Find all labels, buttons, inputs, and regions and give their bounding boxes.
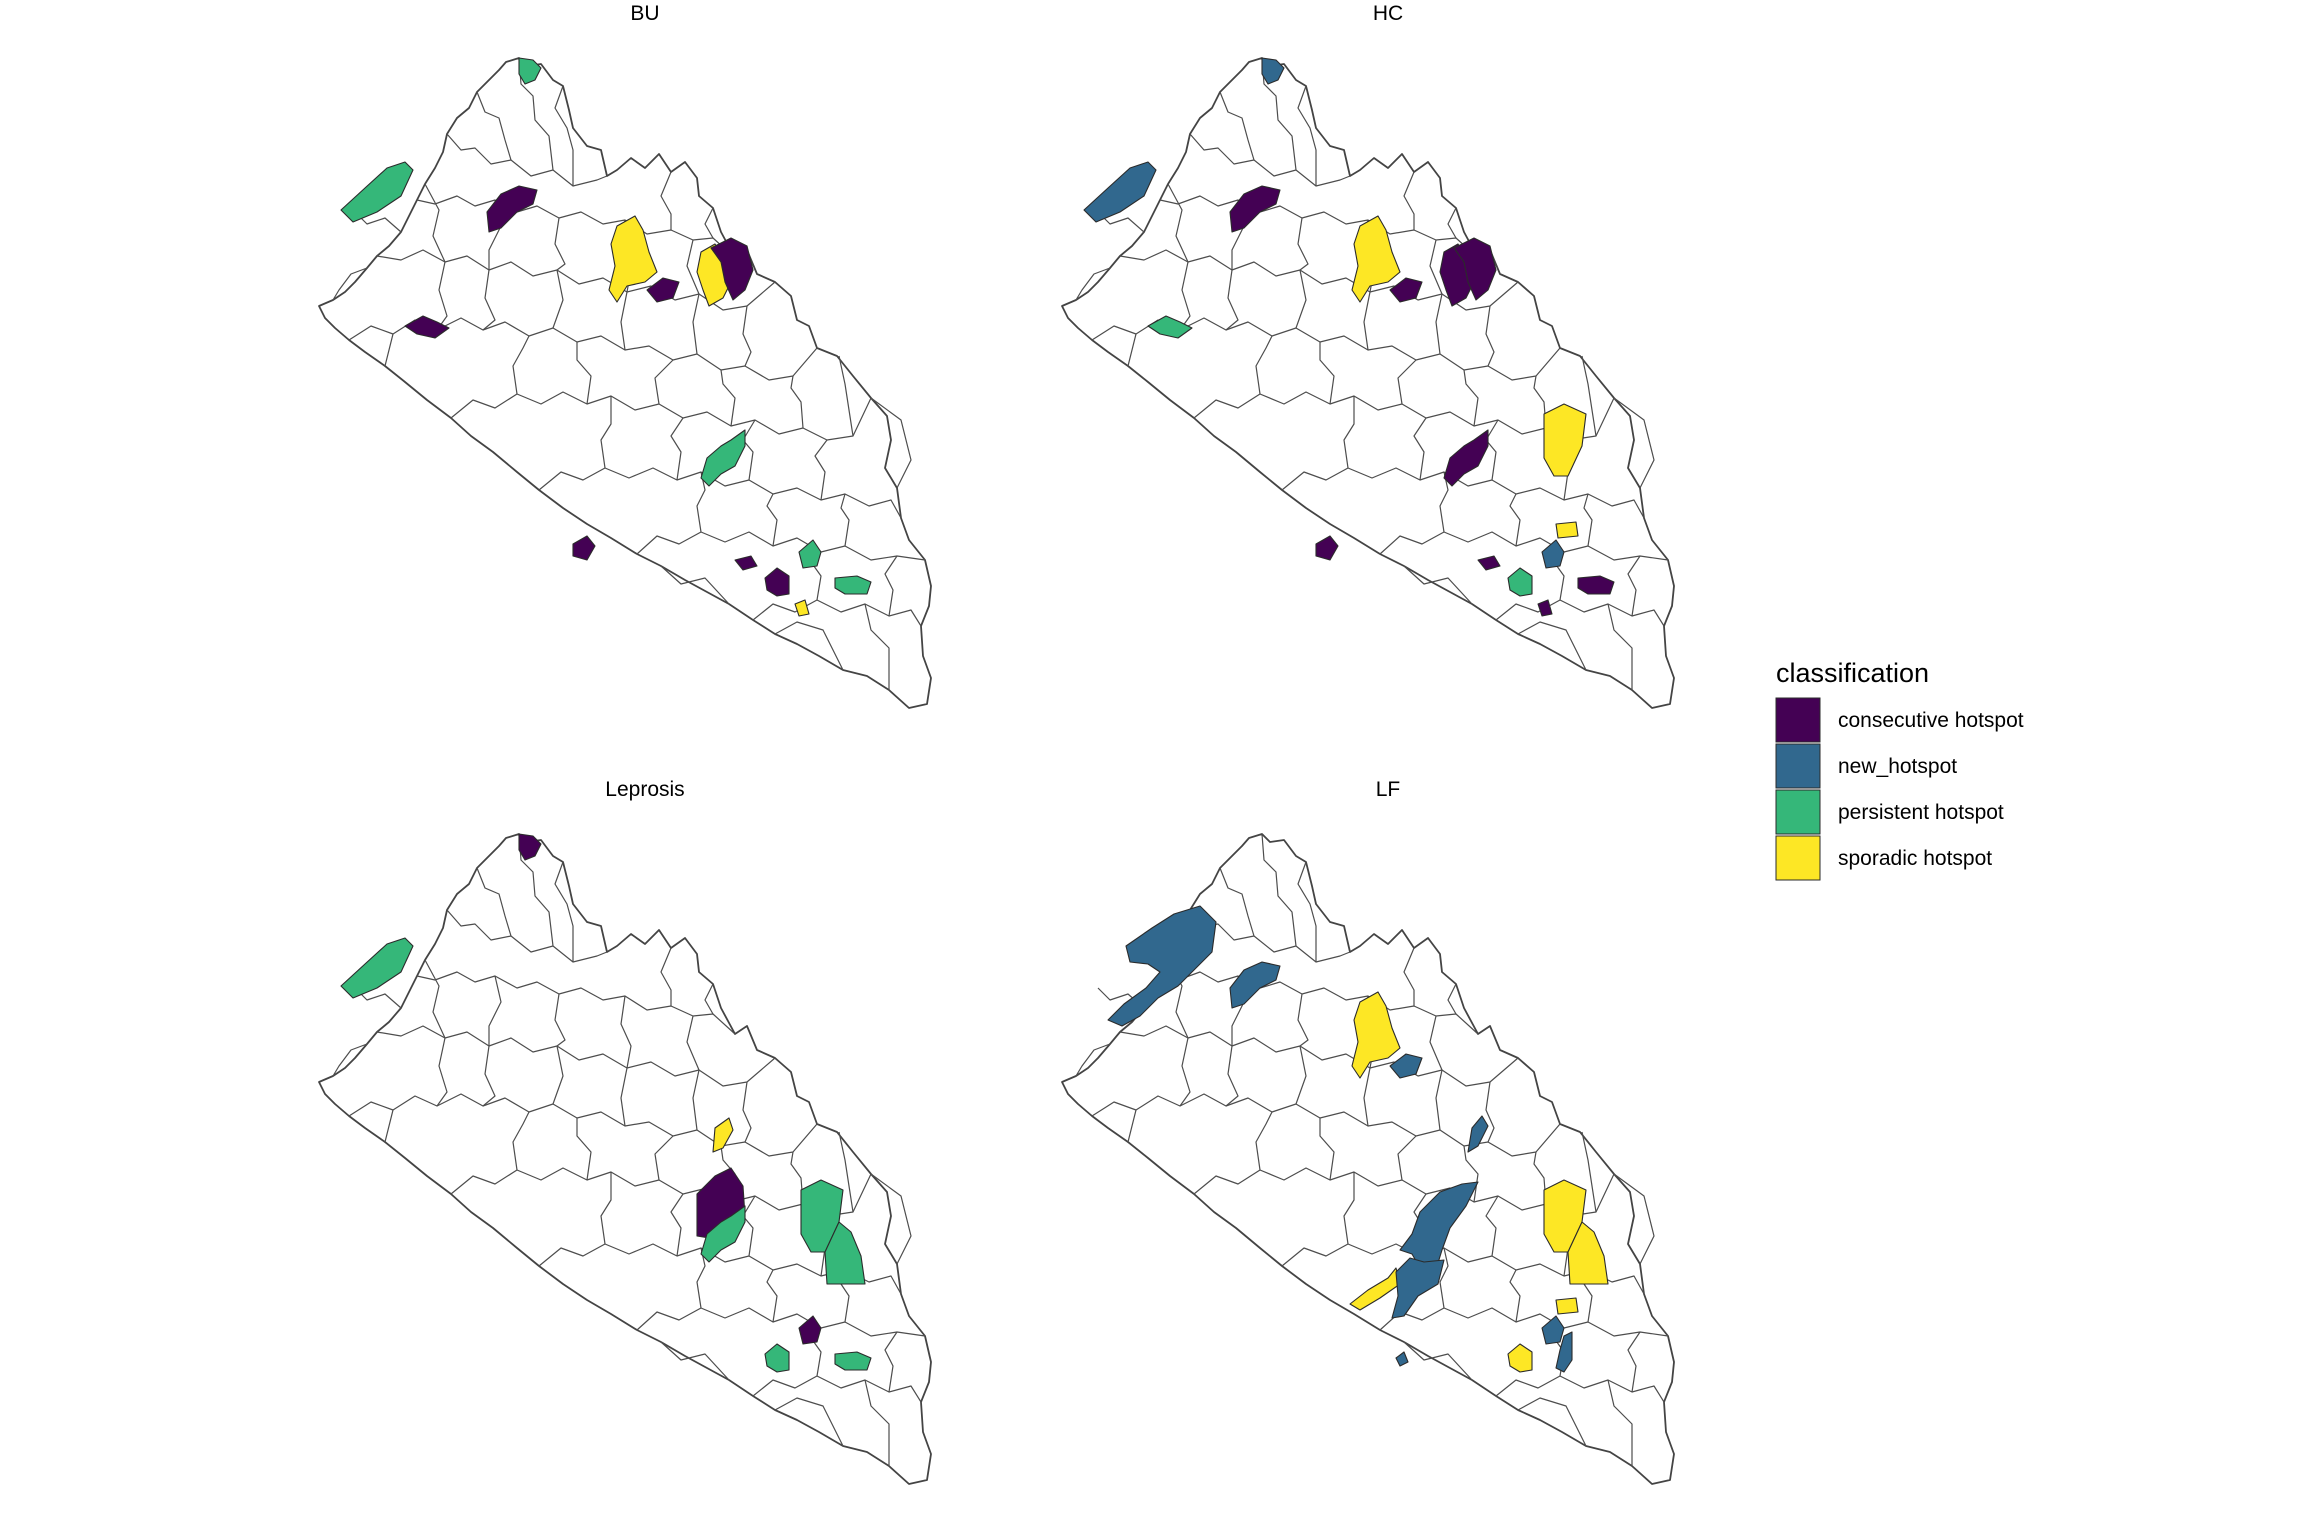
hotspot-layer — [1107, 905, 1609, 1373]
hotspot-district-persistent — [824, 1221, 866, 1285]
panel-title: HC — [1373, 2, 1403, 25]
hotspot-district-persistent — [764, 1343, 790, 1373]
hotspot-district-consecutive — [486, 185, 538, 233]
map-panel-lf: LF — [1061, 778, 1675, 1485]
hotspot-district-sporadic — [1567, 1221, 1609, 1285]
legend-label: new_hotspot — [1838, 755, 1957, 778]
hotspot-district-persistent — [798, 539, 822, 569]
hotspot-district-persistent — [700, 1205, 746, 1263]
hotspot-district-persistent — [340, 937, 414, 999]
hotspot-district-persistent — [834, 1351, 872, 1371]
hotspot-district-consecutive — [1453, 237, 1497, 301]
hotspot-district-sporadic — [712, 1117, 734, 1153]
hotspot-district-consecutive — [734, 555, 758, 571]
legend-label: sporadic hotspot — [1838, 847, 1992, 870]
hotspot-district-persistent — [834, 575, 872, 595]
hotspot-district-new — [1467, 1115, 1489, 1153]
hotspot-district-new — [1395, 1351, 1409, 1367]
hotspot-district-persistent — [340, 161, 414, 223]
hotspot-district-new — [1261, 57, 1285, 85]
legend-title: classification — [1776, 658, 1929, 688]
hotspot-district-new — [1541, 1315, 1565, 1345]
legend-item-new: new_hotspot — [1775, 743, 1957, 789]
hotspot-district-consecutive — [646, 277, 680, 303]
hotspot-district-consecutive — [764, 567, 790, 597]
hotspot-district-new — [1107, 905, 1217, 1027]
hotspot-district-consecutive — [1577, 575, 1615, 595]
legend-item-consecutive: consecutive hotspot — [1775, 697, 2024, 743]
legend-swatch — [1775, 835, 1821, 881]
hotspot-district-persistent — [518, 57, 542, 85]
hotspot-district-sporadic — [1507, 1343, 1533, 1373]
hotspot-district-consecutive — [572, 535, 596, 561]
legend-item-persistent: persistent hotspot — [1775, 789, 2004, 835]
hotspot-district-sporadic — [1543, 403, 1587, 477]
hotspot-layer — [340, 833, 872, 1373]
map-panel-bu: BU — [318, 2, 932, 709]
hotspot-district-sporadic — [608, 215, 658, 303]
hotspot-district-consecutive — [404, 315, 450, 339]
hotspot-district-new — [1083, 161, 1157, 223]
hotspot-district-new — [1541, 539, 1565, 569]
classification-legend: classification consecutive hotspot new_ho… — [1775, 658, 2024, 881]
liberia-basemap — [318, 57, 932, 709]
legend-item-sporadic: sporadic hotspot — [1775, 835, 1992, 881]
liberia-basemap — [318, 833, 932, 1485]
hotspot-district-consecutive — [710, 237, 754, 301]
hotspot-district-persistent — [1147, 315, 1193, 339]
hotspot-district-sporadic — [1555, 521, 1579, 539]
hotspot-district-sporadic — [794, 599, 810, 617]
legend-swatch — [1775, 743, 1821, 789]
hotspot-district-consecutive — [1537, 599, 1553, 617]
hotspot-district-sporadic — [1351, 991, 1401, 1079]
panel-title: LF — [1376, 778, 1401, 801]
legend-swatch — [1775, 697, 1821, 743]
hotspot-district-persistent — [1507, 567, 1533, 597]
hotspot-district-new — [1399, 1181, 1479, 1277]
legend-label: persistent hotspot — [1838, 801, 2004, 824]
hotspot-district-consecutive — [1443, 429, 1489, 487]
hotspot-district-new — [1229, 961, 1281, 1009]
legend-label: consecutive hotspot — [1838, 709, 2024, 732]
hotspot-district-consecutive — [518, 833, 542, 861]
hotspot-district-new — [1555, 1331, 1573, 1373]
hotspot-district-new — [1389, 1053, 1423, 1079]
hotspot-district-consecutive — [798, 1315, 822, 1345]
hotspot-district-consecutive — [1229, 185, 1281, 233]
hotspot-layer — [340, 57, 872, 617]
hotspot-district-new — [1391, 1257, 1445, 1319]
hotspot-district-persistent — [700, 429, 746, 487]
hotspot-district-consecutive — [1477, 555, 1501, 571]
panel-title: Leprosis — [605, 778, 684, 801]
hotspot-layer — [1083, 57, 1615, 617]
map-panel-leprosis: Leprosis — [318, 778, 932, 1485]
panel-title: BU — [630, 2, 659, 25]
hotspot-district-sporadic — [1555, 1297, 1579, 1315]
hotspot-district-consecutive — [1389, 277, 1423, 303]
hotspot-district-consecutive — [1315, 535, 1339, 561]
hotspot-district-sporadic — [1351, 215, 1401, 303]
map-panel-hc: HC — [1061, 2, 1675, 709]
liberia-basemap — [1061, 57, 1675, 709]
legend-swatch — [1775, 789, 1821, 835]
